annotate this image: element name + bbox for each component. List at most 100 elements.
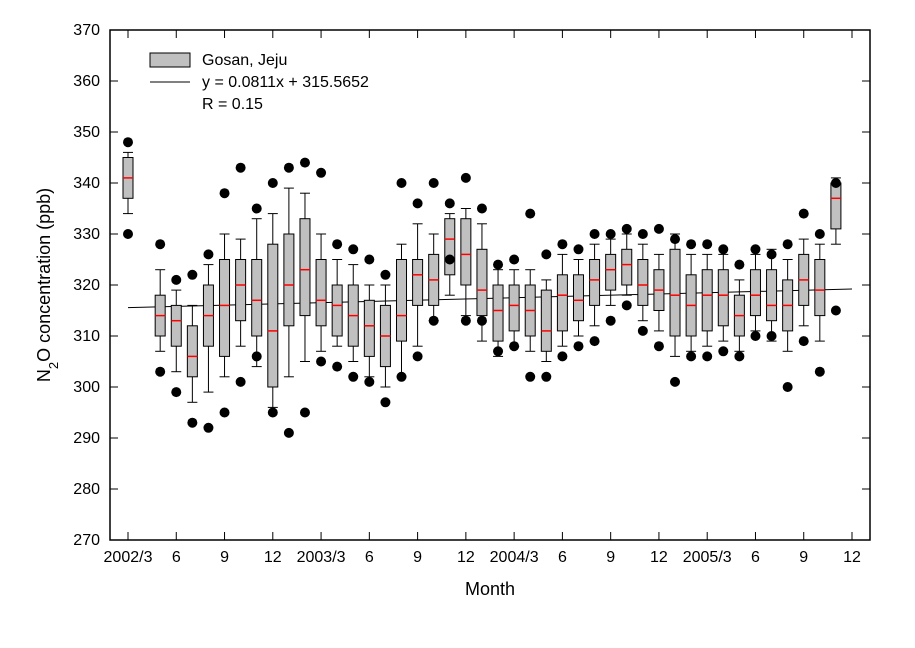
outlier-point (364, 255, 374, 265)
x-tick-label: 6 (365, 549, 374, 566)
outlier-point (300, 158, 310, 168)
outlier-point (300, 408, 310, 418)
outlier-point (509, 341, 519, 351)
outlier-point (718, 346, 728, 356)
y-tick-label: 340 (73, 175, 100, 192)
outlier-point (815, 229, 825, 239)
box (397, 260, 407, 342)
outlier-point (509, 255, 519, 265)
legend-r-value: R = 0.15 (202, 96, 263, 113)
x-axis-label: Month (465, 579, 515, 599)
outlier-point (767, 249, 777, 259)
outlier-point (477, 204, 487, 214)
outlier-point (831, 306, 841, 316)
x-tick-label: 6 (751, 549, 760, 566)
box (815, 260, 825, 316)
outlier-point (670, 377, 680, 387)
y-tick-label: 280 (73, 481, 100, 498)
x-tick-label: 12 (457, 549, 475, 566)
outlier-point (767, 331, 777, 341)
box (670, 249, 680, 336)
outlier-point (622, 300, 632, 310)
outlier-point (799, 336, 809, 346)
outlier-point (332, 239, 342, 249)
outlier-point (155, 367, 165, 377)
outlier-point (171, 387, 181, 397)
outlier-point (397, 178, 407, 188)
outlier-point (541, 249, 551, 259)
box (767, 270, 777, 321)
outlier-point (573, 244, 583, 254)
x-tick-label: 2003/3 (297, 549, 346, 566)
outlier-point (750, 331, 760, 341)
outlier-point (750, 244, 760, 254)
outlier-point (831, 178, 841, 188)
outlier-point (203, 249, 213, 259)
outlier-point (429, 316, 439, 326)
box (284, 234, 294, 326)
legend-equation: y = 0.0811x + 315.5652 (202, 74, 369, 91)
box (638, 260, 648, 306)
outlier-point (686, 351, 696, 361)
outlier-point (445, 255, 455, 265)
outlier-point (718, 244, 728, 254)
x-tick-label: 2002/3 (104, 549, 153, 566)
outlier-point (557, 351, 567, 361)
box (236, 260, 246, 321)
outlier-point (445, 198, 455, 208)
outlier-point (252, 204, 262, 214)
outlier-point (654, 341, 664, 351)
y-tick-label: 300 (73, 379, 100, 396)
box (750, 270, 760, 316)
outlier-point (461, 173, 471, 183)
outlier-point (638, 326, 648, 336)
outlier-point (316, 168, 326, 178)
box (541, 290, 551, 351)
outlier-point (622, 224, 632, 234)
outlier-point (284, 163, 294, 173)
outlier-point (525, 209, 535, 219)
outlier-point (734, 351, 744, 361)
y-tick-label: 330 (73, 226, 100, 243)
y-tick-label: 360 (73, 73, 100, 90)
y-tick-label: 310 (73, 328, 100, 345)
outlier-point (252, 351, 262, 361)
outlier-point (380, 397, 390, 407)
box (493, 285, 503, 341)
box (509, 285, 519, 331)
box (606, 254, 616, 290)
box (300, 219, 310, 316)
outlier-point (284, 428, 294, 438)
y-tick-label: 290 (73, 430, 100, 447)
outlier-point (187, 270, 197, 280)
outlier-point (413, 351, 423, 361)
legend: Gosan, Jeju y = 0.0811x + 315.5652 R = 0.1… (150, 52, 369, 113)
x-tick-label: 2005/3 (683, 549, 732, 566)
outlier-point (686, 239, 696, 249)
legend-series-label: Gosan, Jeju (202, 52, 287, 69)
box (461, 219, 471, 285)
outlier-point (799, 209, 809, 219)
outlier-point (590, 336, 600, 346)
boxplot-chart: 2702802903003103203303403503603702002/36… (0, 0, 915, 648)
outlier-point (702, 351, 712, 361)
x-tick-label: 9 (220, 549, 229, 566)
x-tick-label: 12 (264, 549, 282, 566)
outlier-point (638, 229, 648, 239)
outlier-point (171, 275, 181, 285)
y-axis-label: N2O concentration (ppb) (34, 188, 61, 382)
box (702, 270, 712, 331)
outlier-point (606, 229, 616, 239)
outlier-point (493, 346, 503, 356)
box (364, 300, 374, 356)
box (590, 260, 600, 306)
x-tick-label: 6 (558, 549, 567, 566)
y-tick-label: 370 (73, 22, 100, 39)
x-tick-label: 12 (843, 549, 861, 566)
x-tick-label: 6 (172, 549, 181, 566)
outlier-point (815, 367, 825, 377)
outlier-point (380, 270, 390, 280)
outlier-point (702, 239, 712, 249)
chart-container: 2702802903003103203303403503603702002/36… (0, 0, 915, 648)
x-tick-label: 9 (413, 549, 422, 566)
